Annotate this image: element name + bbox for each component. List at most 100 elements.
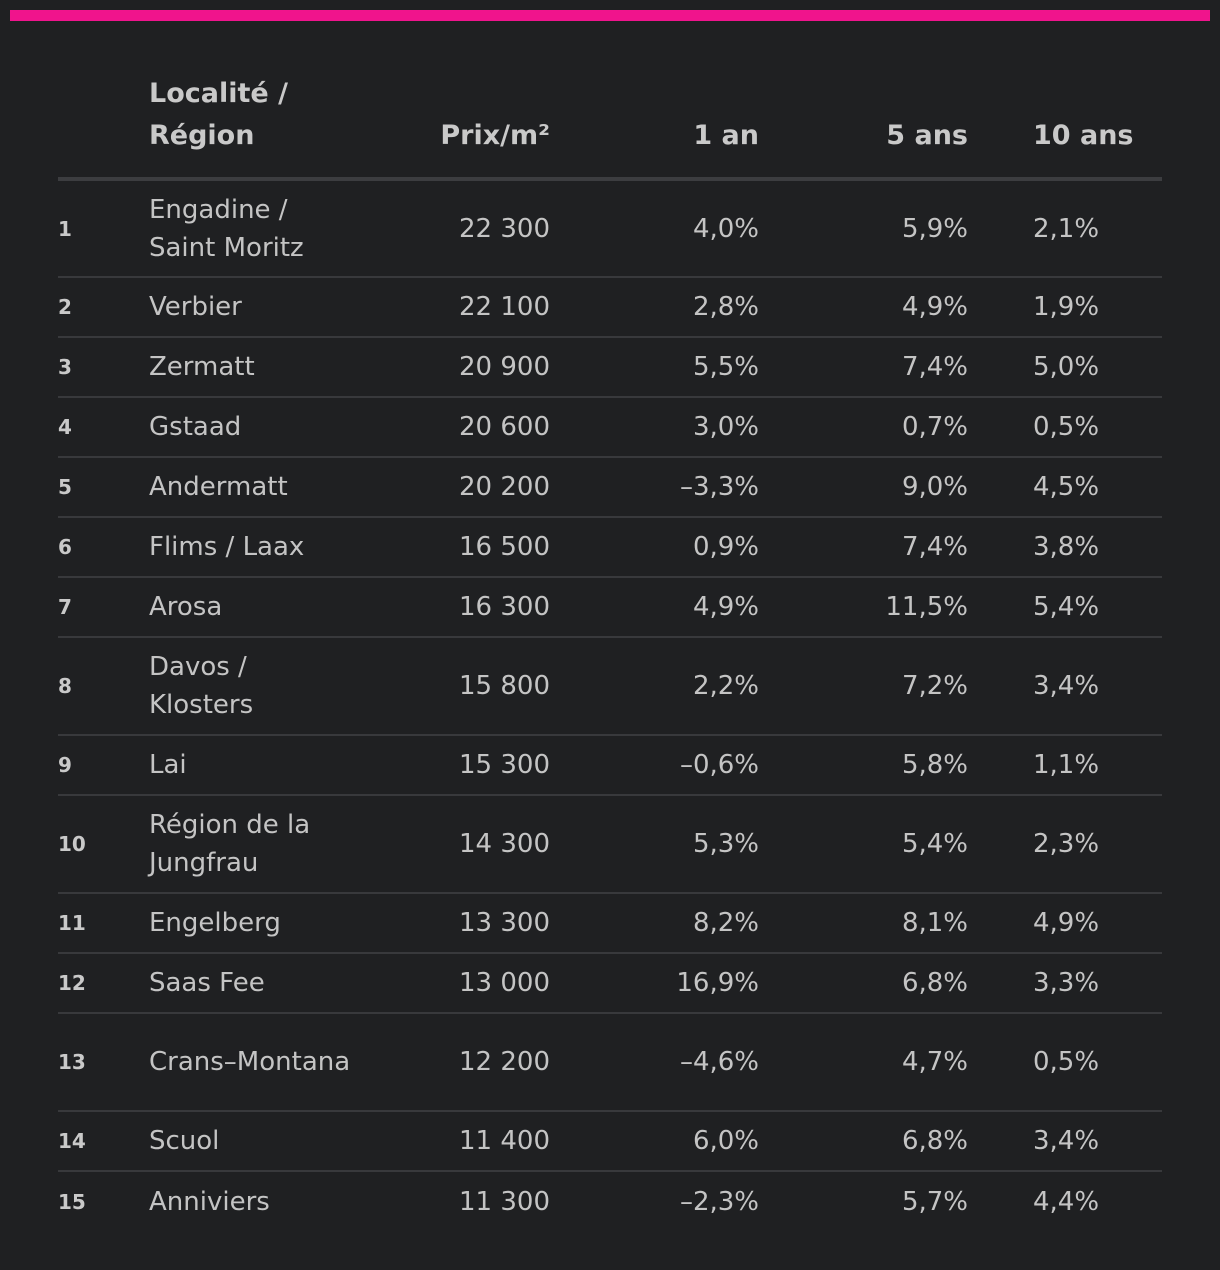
table-header: Localité / Région Prix/m² 1 an 5 ans 10 …	[58, 57, 1162, 181]
cell-one-year: –4,6%	[550, 1013, 759, 1112]
cell-location: Scuol	[149, 1111, 359, 1172]
cell-location: Anniviers	[149, 1186, 270, 1217]
cell-five-years: 0,7%	[759, 397, 968, 458]
table-row: 5 Andermatt 20 200 –3,3% 9,0% 4,5%	[58, 457, 1162, 518]
table-row: 11 Engelberg 13 300 8,2% 8,1% 4,9%	[58, 893, 1162, 954]
cell-price: 20 600	[359, 397, 550, 458]
cell-one-year: 16,9%	[550, 953, 759, 1014]
cell-five-years: 11,5%	[759, 577, 968, 638]
cell-ten-years: 2,1%	[968, 179, 1162, 278]
header-ten-years: 10 ans	[968, 57, 1162, 181]
cell-ten-years: 0,5%	[968, 397, 1162, 458]
cell-ten-years: 3,3%	[968, 953, 1162, 1014]
cell-rank: 15	[58, 1189, 86, 1214]
table-row: 8 Davos / Klosters 15 800 2,2% 7,2% 3,4%	[58, 637, 1162, 736]
cell-rank: 13	[58, 1013, 149, 1112]
cell-five-years: 5,8%	[759, 735, 968, 796]
cell-ten-years: 2,3%	[968, 795, 1162, 894]
cell-ten-years: 1,1%	[968, 735, 1162, 796]
cell-location: Saas Fee	[149, 953, 359, 1014]
header-location: Localité / Région	[149, 57, 359, 181]
cell-rank: 8	[58, 637, 149, 736]
table-row: 9 Lai 15 300 –0,6% 5,8% 1,1%	[58, 735, 1162, 796]
cell-price: 16 500	[359, 517, 550, 578]
cell-one-year: 4,0%	[550, 179, 759, 278]
cell-price: 12 200	[359, 1013, 550, 1112]
cell-five-years: 7,2%	[759, 637, 968, 736]
header-five-years: 5 ans	[759, 57, 968, 181]
table-row: 1 Engadine / Saint Moritz 22 300 4,0% 5,9% 2,…	[58, 179, 1162, 278]
header-one-year: 1 an	[550, 57, 759, 181]
cell-one-year: 4,9%	[550, 577, 759, 638]
table-row: 12 Saas Fee 13 000 16,9% 6,8% 3,3%	[58, 953, 1162, 1014]
table-row: 15 Anniviers 11 300 –2,3% 5,7% 4,4%	[58, 1171, 1162, 1231]
cell-location: Région de la Jungfrau	[149, 795, 359, 894]
ranking-table: Localité / Région Prix/m² 1 an 5 ans 10 …	[58, 57, 1162, 1231]
cell-rank: 14	[58, 1111, 149, 1172]
cell-location: Lai	[149, 735, 359, 796]
cell-five-years: 5,9%	[759, 179, 968, 278]
cell-rank: 6	[58, 517, 149, 578]
table-body: 1 Engadine / Saint Moritz 22 300 4,0% 5,9% 2,…	[58, 179, 1162, 1231]
header-row: Localité / Région Prix/m² 1 an 5 ans 10 …	[58, 57, 1162, 181]
cell-location: Arosa	[149, 577, 359, 638]
cell-one-year: –2,3%	[679, 1186, 759, 1217]
cell-price: 11 300	[459, 1186, 550, 1217]
cell-rank: 9	[58, 735, 149, 796]
cell-rank: 1	[58, 179, 149, 278]
cell-location: Flims / Laax	[149, 517, 359, 578]
cell-one-year: 5,3%	[550, 795, 759, 894]
cell-one-year: 0,9%	[550, 517, 759, 578]
cell-location: Engadine / Saint Moritz	[149, 179, 359, 278]
cell-price: 13 300	[359, 893, 550, 954]
cell-ten-years: 3,8%	[968, 517, 1162, 578]
cell-location: Crans–Montana	[149, 1013, 359, 1112]
cell-five-years: 9,0%	[759, 457, 968, 518]
table-row: 4 Gstaad 20 600 3,0% 0,7% 0,5%	[58, 397, 1162, 458]
cell-rank: 2	[58, 277, 149, 338]
cell-price: 15 800	[359, 637, 550, 736]
cell-price: 20 200	[359, 457, 550, 518]
table-row: 3 Zermatt 20 900 5,5% 7,4% 5,0%	[58, 337, 1162, 398]
cell-five-years: 5,4%	[759, 795, 968, 894]
cell-price: 15 300	[359, 735, 550, 796]
cell-five-years: 4,9%	[759, 277, 968, 338]
cell-five-years: 8,1%	[759, 893, 968, 954]
cell-ten-years: 0,5%	[968, 1013, 1162, 1112]
cell-one-year: 8,2%	[550, 893, 759, 954]
cell-rank: 5	[58, 457, 149, 518]
cell-price: 11 400	[359, 1111, 550, 1172]
table-row: 6 Flims / Laax 16 500 0,9% 7,4% 3,8%	[58, 517, 1162, 578]
cell-ten-years: 3,4%	[968, 1111, 1162, 1172]
accent-bar	[10, 10, 1210, 21]
cell-ten-years: 4,9%	[968, 893, 1162, 954]
cell-ten-years: 5,0%	[968, 337, 1162, 398]
table-row: 2 Verbier 22 100 2,8% 4,9% 1,9%	[58, 277, 1162, 338]
cell-location: Gstaad	[149, 397, 359, 458]
header-price: Prix/m²	[359, 57, 550, 181]
cell-price: 13 000	[359, 953, 550, 1014]
cell-ten-years: 5,4%	[968, 577, 1162, 638]
cell-five-years: 5,7%	[901, 1186, 968, 1217]
cell-ten-years: 4,4%	[1033, 1186, 1100, 1217]
header-rank	[58, 57, 149, 181]
cell-price: 16 300	[359, 577, 550, 638]
cell-five-years: 7,4%	[759, 337, 968, 398]
cell-five-years: 4,7%	[759, 1013, 968, 1112]
table-row: 14 Scuol 11 400 6,0% 6,8% 3,4%	[58, 1111, 1162, 1172]
cell-rank: 4	[58, 397, 149, 458]
cell-rank: 3	[58, 337, 149, 398]
cell-one-year: –3,3%	[550, 457, 759, 518]
cell-location: Andermatt	[149, 457, 359, 518]
cell-rank: 11	[58, 893, 149, 954]
cell-one-year: 2,8%	[550, 277, 759, 338]
table-row: 10 Région de la Jungfrau 14 300 5,3% 5,4% 2,3…	[58, 795, 1162, 894]
cell-price: 22 300	[359, 179, 550, 278]
table-row: 7 Arosa 16 300 4,9% 11,5% 5,4%	[58, 577, 1162, 638]
cell-rank: 7	[58, 577, 149, 638]
cell-rank: 12	[58, 953, 149, 1014]
cell-price: 20 900	[359, 337, 550, 398]
cell-ten-years: 4,5%	[968, 457, 1162, 518]
cell-one-year: 2,2%	[550, 637, 759, 736]
cell-one-year: –0,6%	[550, 735, 759, 796]
